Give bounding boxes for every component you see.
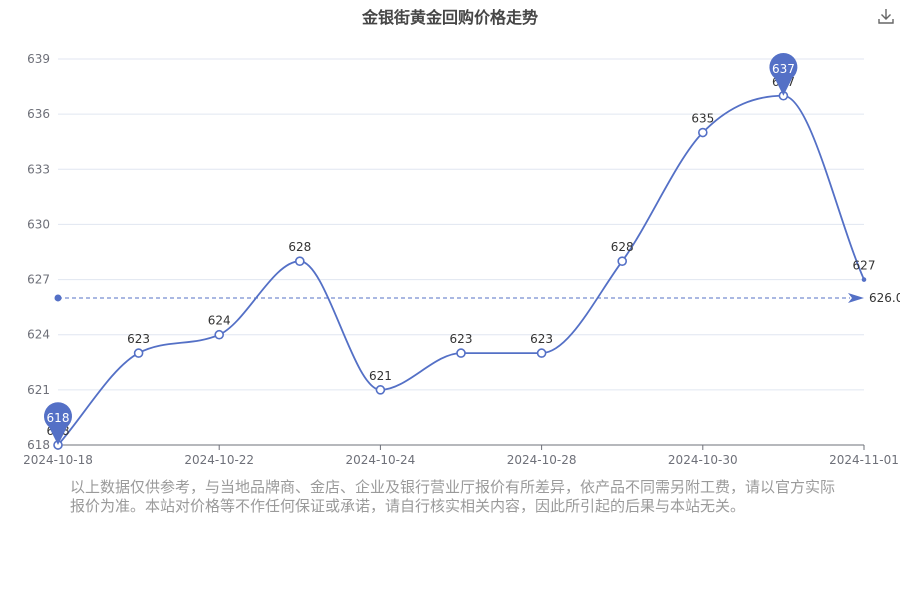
x-tick-label: 2024-10-30 (668, 453, 738, 467)
series-line-path (57, 94, 865, 446)
data-label: 628 (611, 240, 634, 254)
average-line-start (54, 294, 62, 302)
min-marker-pin (44, 402, 73, 445)
data-label: 628 (288, 240, 311, 254)
y-tick-label: 624 (27, 328, 50, 342)
max-marker-pin (769, 53, 798, 96)
max-marker-label: 637 (772, 62, 795, 76)
line-chart: 618 621 624 627 630 633 636 639 2024-10-18 2024-1… (23, 52, 900, 467)
x-tick-label: 2024-10-28 (507, 453, 577, 467)
y-tick-label: 636 (27, 107, 50, 121)
data-label: 623 (127, 332, 150, 346)
data-label: 621 (369, 369, 392, 383)
y-tick-label: 621 (27, 383, 50, 397)
data-point (214, 329, 224, 340)
grid-lines (58, 58, 864, 391)
disclaimer-text: 以上数据仅供参考，与当地品牌商、金店、企业及银行营业厅报价有所差异，依产品不同需… (70, 478, 836, 515)
series-line (57, 94, 865, 446)
data-point (617, 256, 628, 266)
average-line: 626.0 (54, 291, 900, 305)
data-label: 627 (853, 259, 876, 273)
data-point (456, 348, 466, 358)
y-tick-label: 633 (27, 162, 50, 176)
data-point (375, 385, 386, 395)
data-label: 635 (691, 112, 714, 126)
axes: 618 621 624 627 630 633 636 639 2024-10-18 2024-1… (23, 52, 899, 467)
y-tick-label: 639 (27, 52, 50, 66)
x-tick-label: 2024-10-18 (23, 453, 93, 467)
x-tick-label: 2024-10-22 (184, 453, 254, 467)
data-point (294, 256, 305, 266)
data-point (536, 348, 547, 358)
chart-title: 金银街黄金回购价格走势 (361, 8, 538, 27)
data-label: 623 (450, 332, 473, 346)
average-line-label: 626.0 (869, 291, 900, 305)
x-tick-label: 2024-11-01 (829, 453, 899, 467)
download-icon[interactable] (876, 6, 896, 26)
data-point (697, 127, 708, 138)
data-label: 624 (208, 314, 231, 328)
average-line-arrow (848, 292, 864, 303)
x-tick-label: 2024-10-24 (346, 453, 416, 467)
y-tick-label: 618 (27, 438, 50, 452)
min-marker-label: 618 (47, 411, 70, 425)
y-tick-label: 630 (27, 217, 50, 231)
data-point (861, 277, 867, 282)
data-points: 618623624628621623623628635637627 (47, 75, 876, 450)
extreme-markers: 637 618 (44, 53, 798, 445)
y-tick-label: 627 (27, 273, 50, 287)
data-label: 623 (530, 332, 553, 346)
data-point (133, 348, 144, 358)
